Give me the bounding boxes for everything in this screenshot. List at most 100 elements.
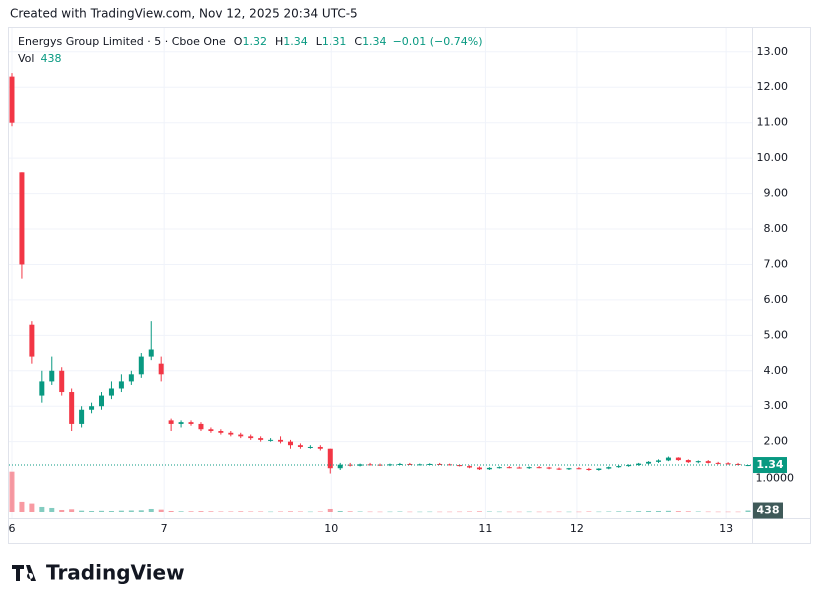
candle-body [695,461,701,463]
candle-body [636,463,642,466]
candle-body [616,466,622,468]
candle-body [735,463,741,465]
candle-body [646,461,652,464]
candle-body [566,468,572,470]
volume-bar [725,511,731,513]
volume-bar [476,511,482,512]
volume-bar [337,510,343,512]
volume-badge [753,502,783,519]
y-tick-label: 13.00 [757,45,789,58]
candle-body [19,172,25,265]
ohlc-value: 1.31 [322,35,347,48]
y-tick-label: 7.00 [764,257,789,270]
volume-bar [467,511,473,512]
volume-label: Vol [18,52,34,65]
volume-bar [556,511,562,513]
volume-bar [108,510,114,512]
volume-bar [79,510,85,512]
candle-body [69,392,75,424]
candle-body [49,370,55,382]
volume-bar [39,506,45,512]
candle-body [287,441,293,446]
candle-body [606,467,612,469]
candle-body [208,429,214,432]
volume-bar [168,510,174,512]
volume-bar [655,510,661,512]
volume-bar [705,511,711,513]
legend-text: Energys Group Limited · 5 · Cboe One O1.3… [18,35,483,48]
y-tick-label: 5.00 [764,328,789,341]
candle-body [258,438,264,440]
candle-body [9,76,15,123]
candle-body [685,460,691,463]
volume-bar [407,511,413,513]
candle-body [725,463,731,465]
y-tick-label: 8.00 [764,222,789,235]
x-tick-label: 12 [570,522,584,535]
volume-badge-label: 438 [757,504,780,517]
volume-bar [287,511,293,512]
volume-bar [357,511,363,512]
x-tick-label: 6 [8,522,15,535]
candle-body [347,464,353,466]
candle-body [745,465,751,467]
volume-bar [188,511,194,512]
volume-bar [685,511,691,512]
volume-bar [576,511,582,513]
candle-body [486,467,492,470]
volume-bar [238,511,244,512]
last-price-label: 1.34 [756,458,783,471]
volume-legend: Vol 438 [18,52,61,65]
candle-body [297,445,303,447]
candle-body [317,446,323,449]
x-tick-label: 7 [161,522,168,535]
volume-bar [496,511,502,513]
candle-body [228,432,234,435]
brand-logo [12,565,36,581]
volume-bar [586,511,592,512]
candle-body [397,463,403,465]
credit: Created with TradingView.com, Nov 12, 20… [10,7,358,21]
volume-bar [128,510,134,512]
candle-body [476,467,482,470]
candle-body [168,420,174,424]
candle-body [337,464,343,469]
volume-bar [118,510,124,512]
volume-bar [89,510,95,512]
symbol: Energys Group Limited · 5 · Cboe One [18,35,226,48]
volume-bar [59,509,65,512]
candle-body [387,464,393,466]
volume-bar [347,511,353,512]
ohlc-label: L [316,35,323,48]
volume-bar [387,511,393,513]
volume-bar [566,511,572,513]
candle-body [89,406,95,410]
volume-bar [665,510,671,512]
candle-body [457,465,463,467]
volume-bar [138,510,144,512]
candle-body [596,468,602,470]
volume-bar [248,511,254,512]
x-tick-label: 11 [478,522,492,535]
x-tick-label: 13 [719,522,733,535]
candle-body [327,448,333,469]
volume-bar [278,511,284,512]
candle-body [198,423,204,430]
volume-bar [297,511,303,512]
change: −0.01 (−0.74%) [393,35,483,48]
candle-body [238,434,244,437]
y-tick-label: 3.00 [764,399,789,412]
volume-bar [218,511,224,512]
volume-bar [427,511,433,513]
volume-bar [377,511,383,513]
volume-bar [447,511,453,513]
legend-header: Energys Group Limited · 5 · Cboe One O1.3… [18,35,483,65]
candle-body [158,363,164,375]
volume-bar [457,511,463,513]
candle-body [248,436,254,439]
x-tick-label: 10 [324,522,338,535]
y-tick-label: 6.00 [764,293,789,306]
volume-bar [397,511,403,512]
brand: TradingView [12,561,185,585]
